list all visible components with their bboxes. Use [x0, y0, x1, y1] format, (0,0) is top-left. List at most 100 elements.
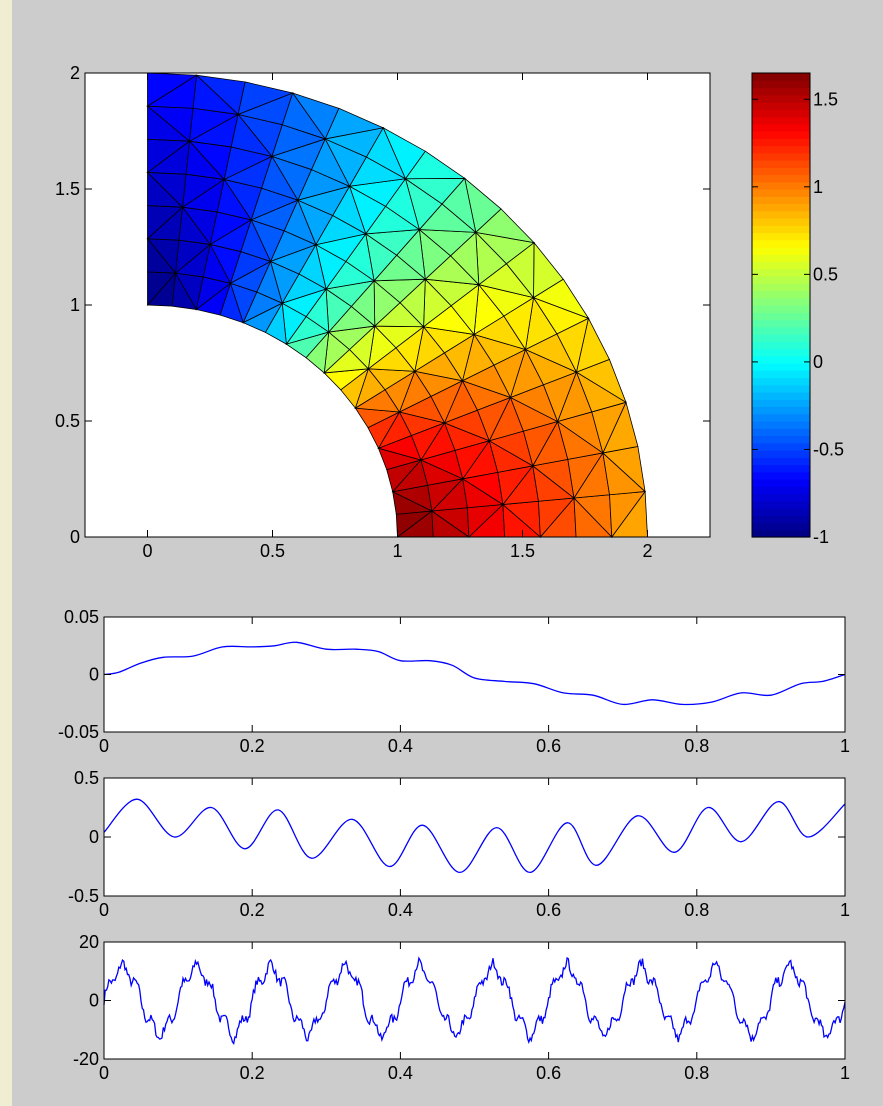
colorbar-swatch	[752, 152, 810, 161]
surface-plot-x-tick-label: 0	[142, 541, 152, 561]
line-plot-2-y-tick-label: -0.5	[68, 886, 99, 906]
colorbar-swatch	[752, 515, 810, 524]
colorbar-swatch	[752, 239, 810, 248]
mesh-triangle	[147, 237, 177, 274]
mesh-triangle	[147, 105, 191, 142]
colorbar-swatch	[752, 442, 810, 451]
colorbar-swatch	[752, 428, 810, 437]
colorbar-swatch	[752, 73, 810, 81]
colorbar-tick-label: 1.5	[813, 89, 838, 109]
surface-plot-x-tick-label: 0.5	[260, 541, 285, 561]
colorbar-swatch	[752, 109, 810, 118]
surface-plot-x-tick-label: 1	[392, 541, 402, 561]
line-plot-2-axes: 0 0.2 0.4 0.6 0.8 1-0.500.5	[68, 768, 850, 920]
colorbar-swatch	[752, 123, 810, 132]
colorbar-swatch	[752, 529, 810, 538]
colorbar-swatch	[752, 486, 810, 495]
colorbar-tick-label: -1	[813, 527, 829, 547]
line-plot-3-x-tick-label: 0.2	[240, 1063, 265, 1083]
line-plot-1-y-tick-label: -0.05	[58, 722, 99, 742]
colorbar-swatch	[752, 471, 810, 480]
line-plot-2-series-line	[103, 798, 846, 874]
surface-plot-y-tick-label: 0	[70, 527, 80, 547]
colorbar-swatch	[752, 196, 810, 205]
colorbar-swatch	[752, 355, 810, 364]
colorbar-swatch	[752, 435, 810, 444]
line-plot-1-x-tick-label: 0	[99, 736, 109, 756]
surface-plot-y-tick-label: 2	[70, 63, 80, 83]
colorbar-tick-label: 1	[813, 177, 823, 197]
surface-plot-axes: 0 0.5 1 1.5 2 0 0.5 1 1.5 2	[55, 63, 711, 561]
line-plot-3-x-tick-label: 0	[99, 1063, 109, 1083]
line-plot-1-x-tick-label: 0.8	[684, 736, 709, 756]
colorbar-swatch	[752, 232, 810, 241]
colorbar-swatch	[752, 94, 810, 103]
colorbar-tick-label: 0.5	[813, 264, 838, 284]
colorbar-swatch	[752, 167, 810, 176]
colorbar-swatch	[752, 145, 810, 154]
line-plot-3-y-tick-label: -20	[73, 1049, 99, 1069]
colorbar-swatch	[752, 131, 810, 139]
mesh-triangle	[147, 72, 198, 107]
colorbar-swatch	[752, 399, 810, 408]
line-plot-2-x-tick-label: 0.6	[536, 900, 561, 920]
colorbar-swatch	[752, 80, 810, 89]
colorbar-swatch	[752, 116, 810, 125]
line-plot-3-y-tick-label: 0	[89, 991, 99, 1011]
line-plot-1-area	[104, 617, 845, 732]
line-plot-3-x-tick-label: 0.4	[388, 1063, 413, 1083]
colorbar-swatch	[752, 421, 810, 429]
line-plot-2-y-tick-label: 0	[89, 827, 99, 847]
colorbar-swatch	[752, 297, 810, 306]
colorbar-swatch	[752, 225, 810, 234]
colorbar-tick-label: 0	[813, 352, 823, 372]
colorbar-swatch	[752, 406, 810, 415]
colorbar-swatch	[752, 464, 810, 473]
colorbar-swatch	[752, 522, 810, 531]
colorbar-swatch	[752, 290, 810, 299]
colorbar-swatch	[752, 87, 810, 96]
colorbar-swatch	[752, 319, 810, 328]
colorbar-swatch	[752, 261, 810, 270]
colorbar-swatch	[752, 493, 810, 502]
surface-plot-x-tick-label: 2	[642, 541, 652, 561]
colorbar-swatch	[752, 370, 810, 379]
surface-plot-y-tick-label: 1.5	[55, 179, 80, 199]
colorbar-swatch	[752, 174, 810, 183]
colorbar-swatch	[752, 450, 810, 458]
line-plot-2-area	[104, 778, 845, 896]
line-plot-1-series-line	[103, 641, 846, 706]
colorbar-swatch	[752, 218, 810, 226]
colorbar-swatch	[752, 384, 810, 393]
colorbar-swatch	[752, 341, 810, 350]
colorbar-swatch	[752, 247, 810, 255]
colorbar-swatch	[752, 305, 810, 313]
surface-plot-y-tick-label: 1	[70, 295, 80, 315]
line-plot-3-series-line	[103, 956, 846, 1046]
colorbar-swatch	[752, 363, 810, 371]
mesh-triangle	[147, 171, 184, 208]
line-plot-2-x-tick-label: 0.4	[388, 900, 413, 920]
line-plot-1-y-tick-label: 0.05	[64, 607, 99, 627]
colorbar-swatch	[752, 392, 810, 400]
colorbar-swatch	[752, 326, 810, 335]
line-plot-2-x-tick-label: 0	[99, 900, 109, 920]
colorbar-swatch	[752, 508, 810, 516]
line-plot-2-y-tick-label: 0.5	[74, 768, 99, 788]
line-plot-3-x-tick-label: 0.8	[684, 1063, 709, 1083]
line-plot-1-x-tick-label: 1	[840, 736, 850, 756]
colorbar-swatch	[752, 479, 810, 487]
line-plot-1-x-tick-label: 0.4	[388, 736, 413, 756]
line-plot-1-y-tick-label: 0	[89, 665, 99, 685]
colorbar-swatch	[752, 268, 810, 277]
surface-plot-y-tick-label: 0.5	[55, 411, 80, 431]
colorbar-swatch	[752, 500, 810, 509]
colorbar-swatch	[752, 210, 810, 219]
line-plot-2-x-tick-label: 0.8	[684, 900, 709, 920]
colorbar: -1 -0.5 0 0.5 1 1.5	[751, 72, 844, 547]
line-plot-3-x-tick-label: 0.6	[536, 1063, 561, 1083]
colorbar-swatch	[752, 189, 810, 197]
